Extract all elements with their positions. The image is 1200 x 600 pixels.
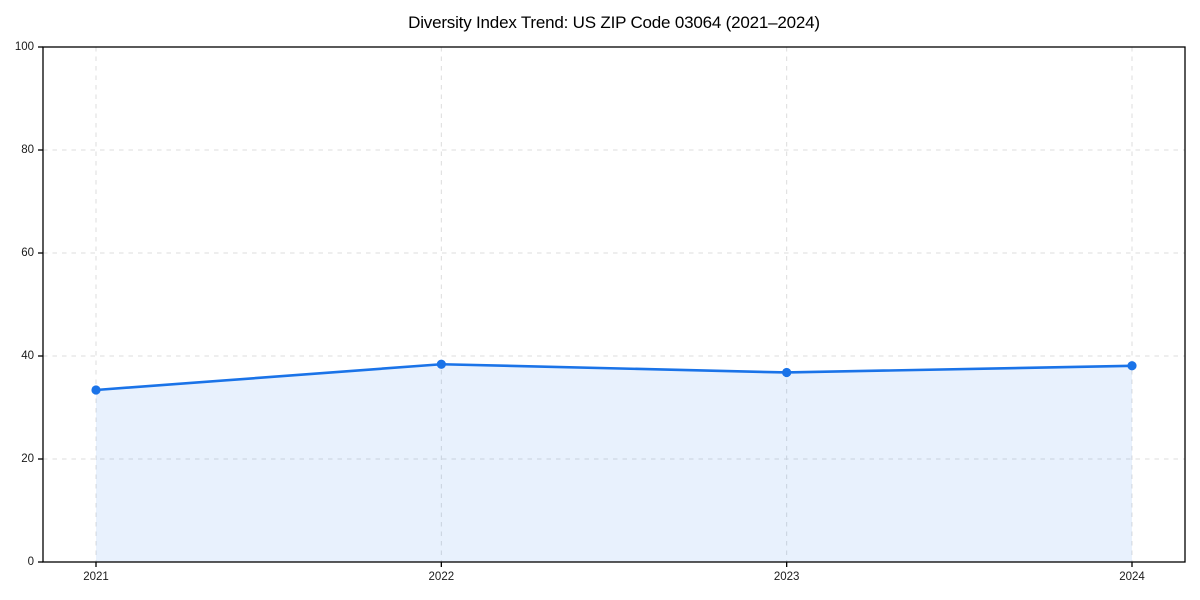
y-tick-label: 0 [28,556,34,568]
x-tick-label: 2024 [1119,571,1145,583]
data-point-marker [1127,361,1137,371]
y-tick-label: 100 [15,41,34,53]
x-tick-label: 2023 [774,571,800,583]
chart-title: Diversity Index Trend: US ZIP Code 03064… [408,13,820,32]
y-tick-label: 40 [21,350,34,362]
trend-line [94,362,1134,392]
x-tick-label: 2021 [83,571,109,583]
y-tick-label: 80 [21,144,34,156]
y-tick-label: 20 [21,453,34,465]
data-point-marker [91,385,101,395]
x-tick-label: 2022 [429,571,455,583]
data-point-marker [782,367,792,378]
y-tick-label: 60 [21,247,34,259]
area-fill [96,364,1132,562]
data-point-marker [436,359,446,369]
plot-border [42,46,1186,563]
